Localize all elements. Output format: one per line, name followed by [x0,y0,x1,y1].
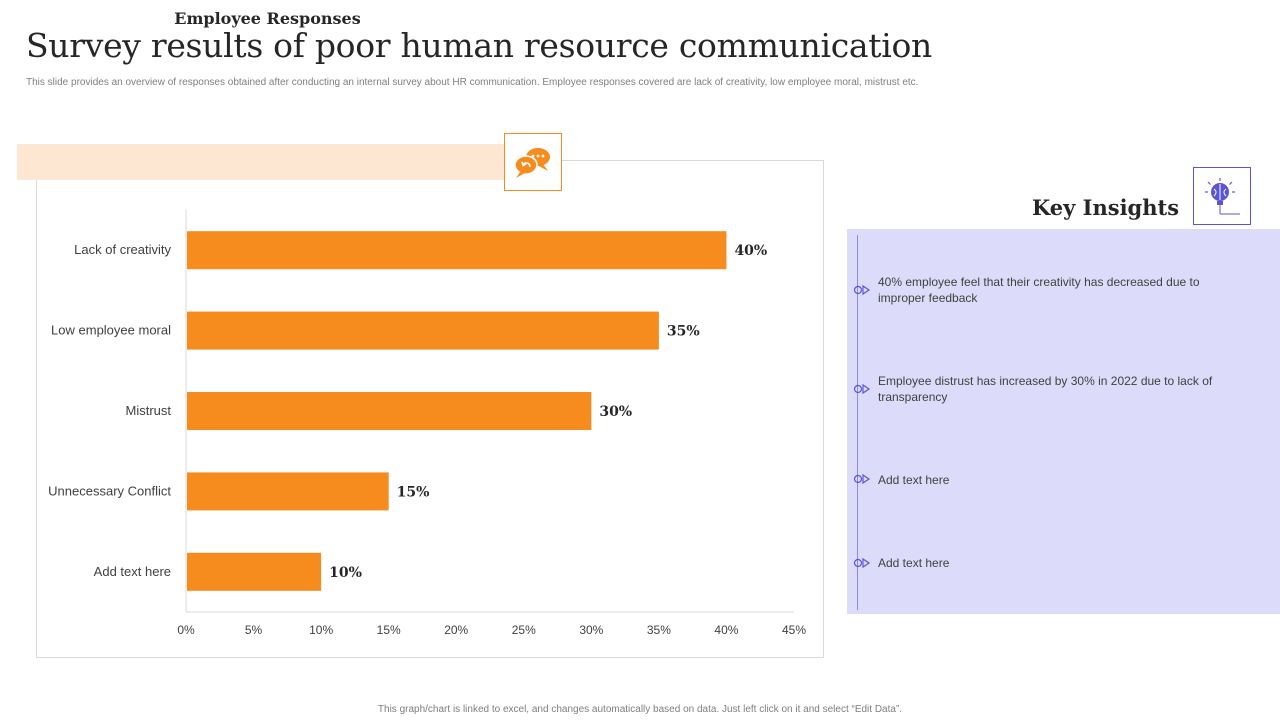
footer-note: This graph/chart is linked to excel, and… [377,704,903,715]
data-label: 35% [667,324,700,340]
brain-bulb-icon [1193,167,1251,225]
category-label: Mistrust [126,403,172,418]
insight-item-1: 40% employee feel that their creativity … [878,275,1200,305]
x-tick-label: 0% [177,623,195,637]
bar [187,311,659,350]
bar [187,552,322,591]
chart-title: Employee Responses [174,9,361,28]
insights-title: Key Insights [1032,195,1180,220]
x-tick-label: 35% [647,623,671,637]
insights-panel: 40% employee feel that their creativity … [847,229,1280,614]
bullet-arrow-icon [853,474,871,484]
data-label: 30% [599,404,632,420]
category-label: Unnecessary Conflict [48,483,171,498]
bar [187,392,592,430]
data-label: 15% [397,484,430,500]
x-tick-label: 30% [579,623,603,637]
page-subtitle: This slide provides an overview of respo… [26,77,919,88]
x-tick-label: 5% [245,623,263,637]
page-title: Survey results of poor human resource co… [26,26,933,65]
x-tick-label: 10% [309,623,333,637]
data-label: 10% [329,565,362,581]
x-tick-label: 25% [512,623,536,637]
chat-bubbles-icon [504,133,562,191]
x-tick-label: 20% [444,623,468,637]
insight-item-4: Add text here [878,556,950,570]
bar [187,472,389,511]
insight-item-2: Employee distrust has increased by 30% i… [878,374,1213,404]
category-label: Low employee moral [51,323,171,338]
category-label: Add text here [94,564,171,579]
bullet-arrow-icon [853,285,871,295]
category-label: Lack of creativity [74,242,171,257]
x-tick-label: 15% [377,623,401,637]
bullet-arrow-icon [853,558,871,568]
insight-item-3: Add text here [878,473,950,487]
insights-timeline-line [857,235,858,610]
bar [187,231,727,270]
data-label: 40% [734,243,767,259]
chart-header-band [17,144,504,180]
bullet-arrow-icon [853,384,871,394]
x-tick-label: 40% [714,623,738,637]
x-tick-label: 45% [782,623,806,637]
